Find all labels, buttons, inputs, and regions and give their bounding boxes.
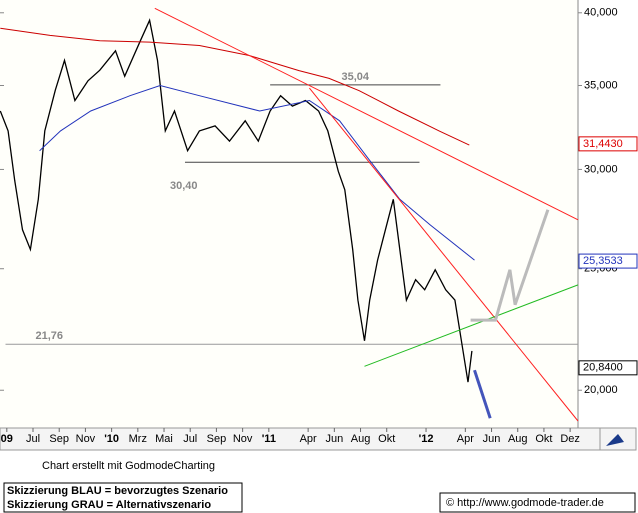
price-tag: 31,4430 bbox=[583, 138, 623, 150]
url-box bbox=[439, 492, 636, 513]
x-tick-label: Nov bbox=[233, 433, 253, 445]
x-tick-label: Nov bbox=[76, 433, 96, 445]
x-tick-label: '12 bbox=[419, 433, 434, 445]
tool-icon bbox=[606, 434, 624, 446]
price-tag-box bbox=[578, 253, 638, 269]
note-box bbox=[3, 482, 243, 513]
note: Skizzierung GRAU = Alternativszenario bbox=[7, 499, 211, 511]
x-tick-label: Sep bbox=[207, 433, 227, 445]
x-tick-label: Mrz bbox=[129, 433, 147, 445]
x-tick-label: Jul bbox=[26, 433, 40, 445]
trend-line bbox=[470, 209, 550, 322]
level-label: 35,04 bbox=[342, 71, 370, 83]
x-tick-label: Jun bbox=[325, 433, 343, 445]
level-label: 30,40 bbox=[170, 180, 198, 192]
x-tick-label: Okt bbox=[378, 433, 395, 445]
price-line bbox=[0, 18, 473, 383]
y-tick-label: 35,000 bbox=[584, 79, 618, 91]
note: Skizzierung BLAU = bevorzugtes Szenario bbox=[7, 485, 228, 497]
x-tick-label: '11 bbox=[262, 433, 276, 445]
x-tick-label: Sep bbox=[49, 433, 69, 445]
price-tag-box bbox=[578, 360, 638, 376]
x-tick-label: Aug bbox=[508, 433, 528, 445]
x-tick-label: Jul bbox=[183, 433, 197, 445]
moving-average bbox=[39, 84, 475, 261]
x-tick-label: Aug bbox=[351, 433, 371, 445]
credit: Chart erstellt mit GodmodeCharting bbox=[42, 460, 215, 472]
x-tick-label: Dez bbox=[560, 433, 580, 445]
x-tick-label: Apr bbox=[300, 433, 317, 445]
price-tag: 25,3533 bbox=[583, 255, 623, 267]
trend-line bbox=[309, 87, 579, 422]
price-tag: 20,8400 bbox=[583, 362, 623, 374]
plot-area bbox=[0, 0, 578, 428]
trend-line bbox=[154, 7, 579, 221]
moving-average bbox=[0, 27, 470, 146]
trend-line bbox=[473, 369, 492, 419]
y-tick-label: 30,000 bbox=[584, 163, 618, 175]
x-tick-label: Mai bbox=[155, 433, 173, 445]
x-tick-label: '10 bbox=[104, 433, 119, 445]
x-tick-label: Apr bbox=[457, 433, 474, 445]
x-tick-label: Jun bbox=[483, 433, 501, 445]
url: © http://www.godmode-trader.de bbox=[446, 497, 604, 509]
price-tag-box bbox=[578, 136, 638, 152]
trend-line bbox=[364, 284, 579, 367]
x-tick-label: Okt bbox=[535, 433, 552, 445]
level-label: 21,76 bbox=[36, 330, 64, 342]
y-tick-label: 40,000 bbox=[584, 7, 618, 19]
y-tick-label: 20,000 bbox=[584, 384, 618, 396]
x-tick-label: 09 bbox=[1, 433, 13, 445]
